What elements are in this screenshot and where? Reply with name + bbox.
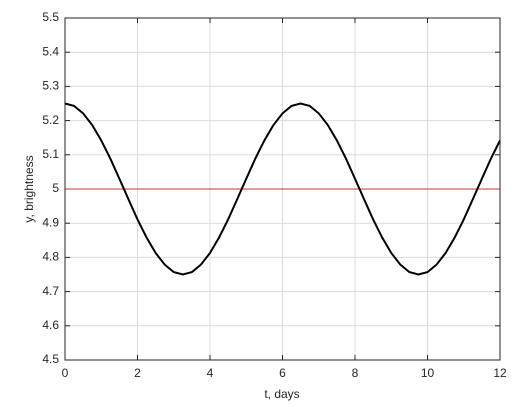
y-tick-label: 5 <box>52 181 59 195</box>
x-tick-label: 4 <box>207 366 214 380</box>
y-tick-label: 4.9 <box>42 215 59 229</box>
x-tick-label: 2 <box>134 366 141 380</box>
plot-border <box>64 17 501 361</box>
y-tick-label: 4.8 <box>42 250 59 264</box>
x-axis-label: t, days <box>264 387 299 401</box>
y-tick-label: 5.2 <box>42 113 59 127</box>
x-tick-label: 0 <box>62 366 69 380</box>
y-tick-label: 4.5 <box>42 352 59 366</box>
y-tick-label: 4.6 <box>42 318 59 332</box>
y-axis-label: y, brightness <box>22 155 36 222</box>
y-tick-label: 4.7 <box>42 284 59 298</box>
y-tick-label: 5.1 <box>42 147 59 161</box>
y-tick-label: 5.5 <box>42 10 59 24</box>
x-tick-label: 8 <box>352 366 359 380</box>
x-tick-label: 10 <box>421 366 435 380</box>
x-tick-label: 12 <box>493 366 507 380</box>
y-tick-label: 5.3 <box>42 79 59 93</box>
line-series <box>64 102 501 276</box>
y-tick-label: 5.4 <box>42 44 59 58</box>
x-tick-label: 6 <box>279 366 286 380</box>
